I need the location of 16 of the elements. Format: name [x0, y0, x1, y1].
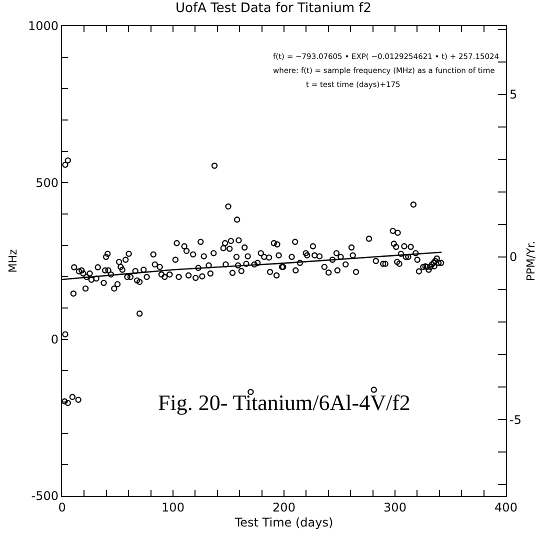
y2-tick-label: -5 — [510, 412, 522, 427]
y-axis-title: MHz — [6, 249, 20, 273]
y-tick-label: -500 — [31, 489, 58, 504]
y2-tick-label: 5 — [510, 88, 518, 102]
x-axis-title: Test Time (days) — [234, 515, 334, 530]
annotation: Fig. 20- Titanium/6Al-4V/f2 — [158, 390, 410, 415]
y-tick-label: 0 — [50, 332, 58, 347]
x-tick-label: 200 — [272, 500, 296, 514]
chart-title: UofA Test Data for Titanium f2 — [176, 0, 372, 16]
x-tick-label: 300 — [384, 500, 406, 514]
x-tick-label: 100 — [162, 500, 184, 514]
y2-axis-title: PPM/Yr. — [524, 240, 538, 282]
y-tick-label: 500 — [36, 176, 58, 190]
y-tick-label: 1000 — [28, 19, 58, 34]
y2-tick-label: 0 — [510, 250, 518, 264]
x-tick-label: 400 — [494, 500, 518, 514]
